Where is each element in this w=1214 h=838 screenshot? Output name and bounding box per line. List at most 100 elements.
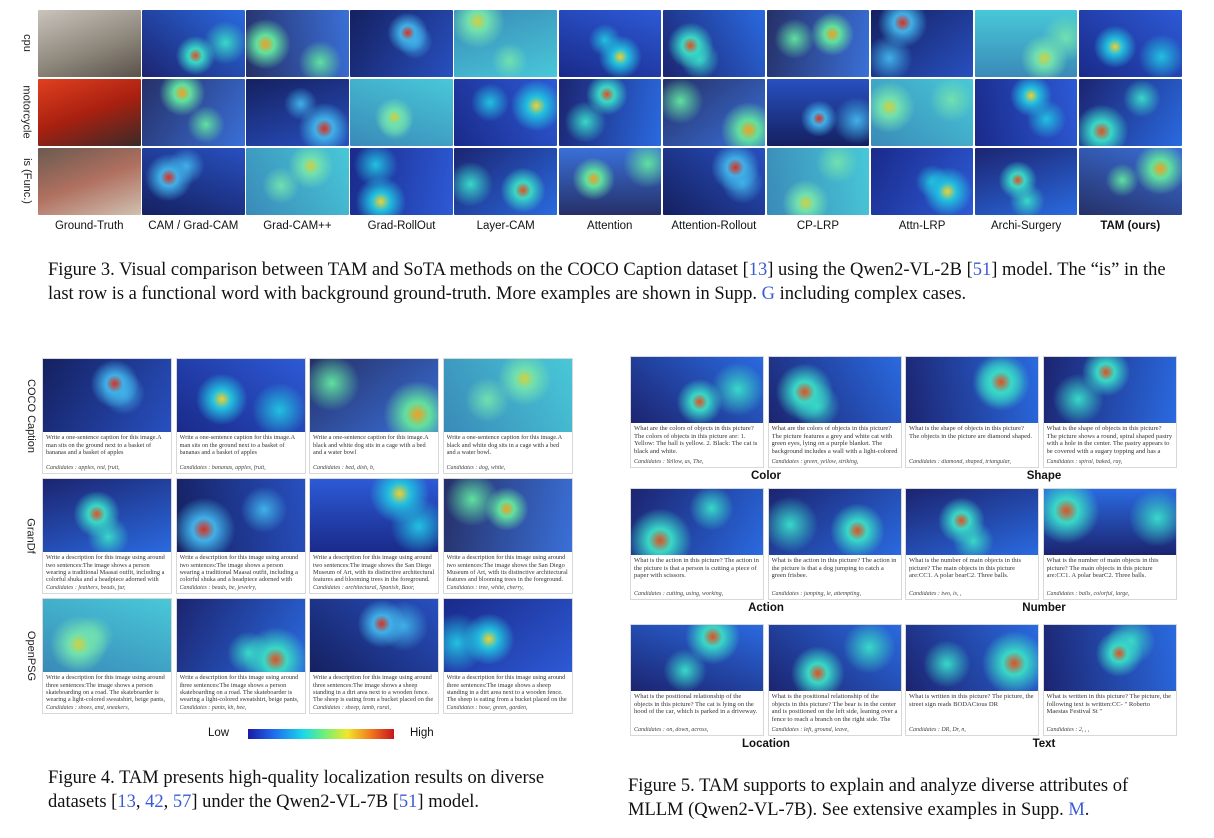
supp-g-link[interactable]: G <box>761 284 776 304</box>
f4-panel-candidates: Candidates : bed, dish, b, <box>313 465 375 471</box>
f4-heatmap-image <box>443 479 572 552</box>
f5-panel-candidates: Candidates : spiral, baked, ray, <box>1046 459 1123 465</box>
f4-panel-text: Write a description for this image using… <box>46 674 166 704</box>
f4-heatmap-image <box>310 359 438 432</box>
f3-image-cell <box>974 148 1078 215</box>
ref-57-link[interactable]: 57 <box>172 792 192 812</box>
f5-heatmap-image <box>631 625 763 691</box>
f3-image-cell <box>350 148 453 215</box>
f4-panel: Write a description for this image using… <box>442 598 573 714</box>
f5-panel-text: What is the shape of objects in this pic… <box>909 425 1033 440</box>
f4-heatmap-image <box>443 359 572 432</box>
f4-panel-text: Write a one-sentence caption for this im… <box>313 434 429 457</box>
f5-panel-candidates: Candidates : left, ground, leave, <box>771 727 849 733</box>
f5-panel: What is the shape of objects in this pic… <box>1042 356 1177 468</box>
f3-column-label: Grad-RollOut <box>367 220 436 232</box>
f5-panel: What is written in this picture? The pic… <box>905 624 1039 736</box>
f3-image-cell <box>142 10 245 77</box>
f5-panel-text: What is written in this picture? The pic… <box>1046 693 1172 716</box>
f5-panel-candidates: Candidates : DR, Dr, n, <box>909 727 966 733</box>
f5-heatmap-image <box>1043 625 1176 691</box>
f5-heatmap-image <box>631 357 763 423</box>
f5-heatmap-image <box>1043 357 1176 423</box>
f3-image-cell <box>454 79 557 146</box>
f3-image-cell <box>870 10 974 77</box>
f3-image-cell <box>454 148 557 215</box>
f3-image-cell <box>1079 148 1182 215</box>
f3-image-cell <box>454 10 557 77</box>
f5-panel-text: What is the number of main objects in th… <box>909 557 1022 580</box>
f4-heatmap-image <box>43 599 171 672</box>
figure-4-caption: Figure 4. TAM presents high-quality loca… <box>48 768 545 812</box>
f3-image-cell <box>246 10 349 77</box>
ref-13-link[interactable]: 13 <box>748 260 768 280</box>
ref-13-link[interactable]: 13 <box>117 792 136 812</box>
f4-panel-text: Write a one-sentence caption for this im… <box>179 434 295 457</box>
f5-panel: What are the colors of objects in this p… <box>767 356 902 468</box>
f4-panel: Write a one-sentence caption for this im… <box>309 358 439 474</box>
f4-panel-text: Write a description for this image using… <box>313 674 434 704</box>
f5-heatmap-image <box>906 625 1038 691</box>
f5-panel-candidates: Candidates : green, yellow, striking, <box>771 459 859 465</box>
f5-panel-text: What is the number of main objects in th… <box>1046 557 1159 580</box>
supp-m-link[interactable]: M <box>1068 800 1085 820</box>
f4-panel-candidates: Candidates : tree, white, cherry, <box>446 585 524 591</box>
f5-panel-text: What is the action in this picture? The … <box>634 557 759 580</box>
colorbar-high-label: High <box>410 727 434 739</box>
f5-panel: What is the positional relationship of t… <box>630 624 764 736</box>
f4-panel: Write a description for this image using… <box>309 478 439 594</box>
f4-panel-text: Write a description for this image using… <box>179 554 299 584</box>
ref-51-link[interactable]: 51 <box>972 260 992 280</box>
f3-image-cell <box>246 148 349 215</box>
figure-5: What are the colors of objects in this p… <box>630 356 1182 756</box>
f3-image-cell <box>974 79 1078 146</box>
f5-panel-candidates: Candidates : two, is, , <box>909 591 962 597</box>
ref-51-link[interactable]: 51 <box>398 792 418 812</box>
f5-panel-candidates: Candidates : cutting, using, working, <box>634 591 724 597</box>
f4-panel: Write a one-sentence caption for this im… <box>442 358 573 474</box>
f3-image-cell <box>1079 79 1182 146</box>
f5-heatmap-image <box>906 489 1038 555</box>
f4-heatmap-image <box>176 479 305 552</box>
f3-image-cell <box>142 79 245 146</box>
f3-image-cell <box>662 79 766 146</box>
f5-panel-candidates: Candidates : diamond, shaped, triangular… <box>909 459 1011 465</box>
f5-panel: What is the positional relationship of t… <box>767 624 902 736</box>
f4-panel: Write a description for this image using… <box>175 478 306 594</box>
f3-image-cell <box>350 79 453 146</box>
f5-panel-candidates: Candidates : Yellow, as, The, <box>634 459 704 465</box>
f3-image-cell <box>870 79 974 146</box>
f4-panel-candidates: Candidates : dog, white, <box>446 465 506 471</box>
f5-label-color: Color <box>750 470 782 482</box>
colorbar-low-label: Low <box>208 727 230 739</box>
f3-column-label: TAM (ours) <box>1100 220 1161 232</box>
f5-panel-candidates: Candidates : jumping, le, attempting, <box>771 591 862 597</box>
f3-image-cell <box>38 79 141 146</box>
f3-image-cell <box>662 148 766 215</box>
f4-panel-candidates: Candidates : sheep, lamb, rural, <box>313 705 391 711</box>
f4-heatmap-image <box>443 599 572 672</box>
f5-label-location: Location <box>742 738 790 750</box>
f4-panel: Write a description for this image using… <box>442 478 573 594</box>
f3-row-label-motorcycle: motorcycle <box>21 85 33 139</box>
f4-panel: Write a description for this image using… <box>42 478 172 594</box>
f5-panel: What are the colors of objects in this p… <box>630 356 764 468</box>
f4-panel-candidates: Candidates : beads, be, jewelry, <box>179 585 257 591</box>
f4-panel-text: Write a description for this image using… <box>179 674 299 704</box>
f4-panel: Write a one-sentence caption for this im… <box>42 358 172 474</box>
f5-panel-text: What are the colors of objects in this p… <box>771 425 898 455</box>
f5-panel-text: What are the colors of objects in this p… <box>634 425 758 455</box>
f4-heatmap-image <box>310 599 438 672</box>
f5-heatmap-image <box>631 489 763 555</box>
f3-image-cell <box>142 148 245 215</box>
f3-column-label: Archi-Surgery <box>990 220 1062 232</box>
f4-panel-text: Write a one-sentence caption for this im… <box>46 434 162 457</box>
f5-label-shape: Shape <box>1026 470 1062 482</box>
f5-panel-text: What is the shape of objects in this pic… <box>1046 425 1173 455</box>
f3-image-cell <box>766 10 870 77</box>
f5-panel-text: What is the positional relationship of t… <box>634 693 758 716</box>
figure-4: COCO Caption GranDf OpenPSG Write a one-… <box>22 356 574 746</box>
ref-42-link[interactable]: 42 <box>145 792 164 812</box>
f3-image-cell <box>38 10 141 77</box>
f5-label-text: Text <box>1032 738 1056 750</box>
